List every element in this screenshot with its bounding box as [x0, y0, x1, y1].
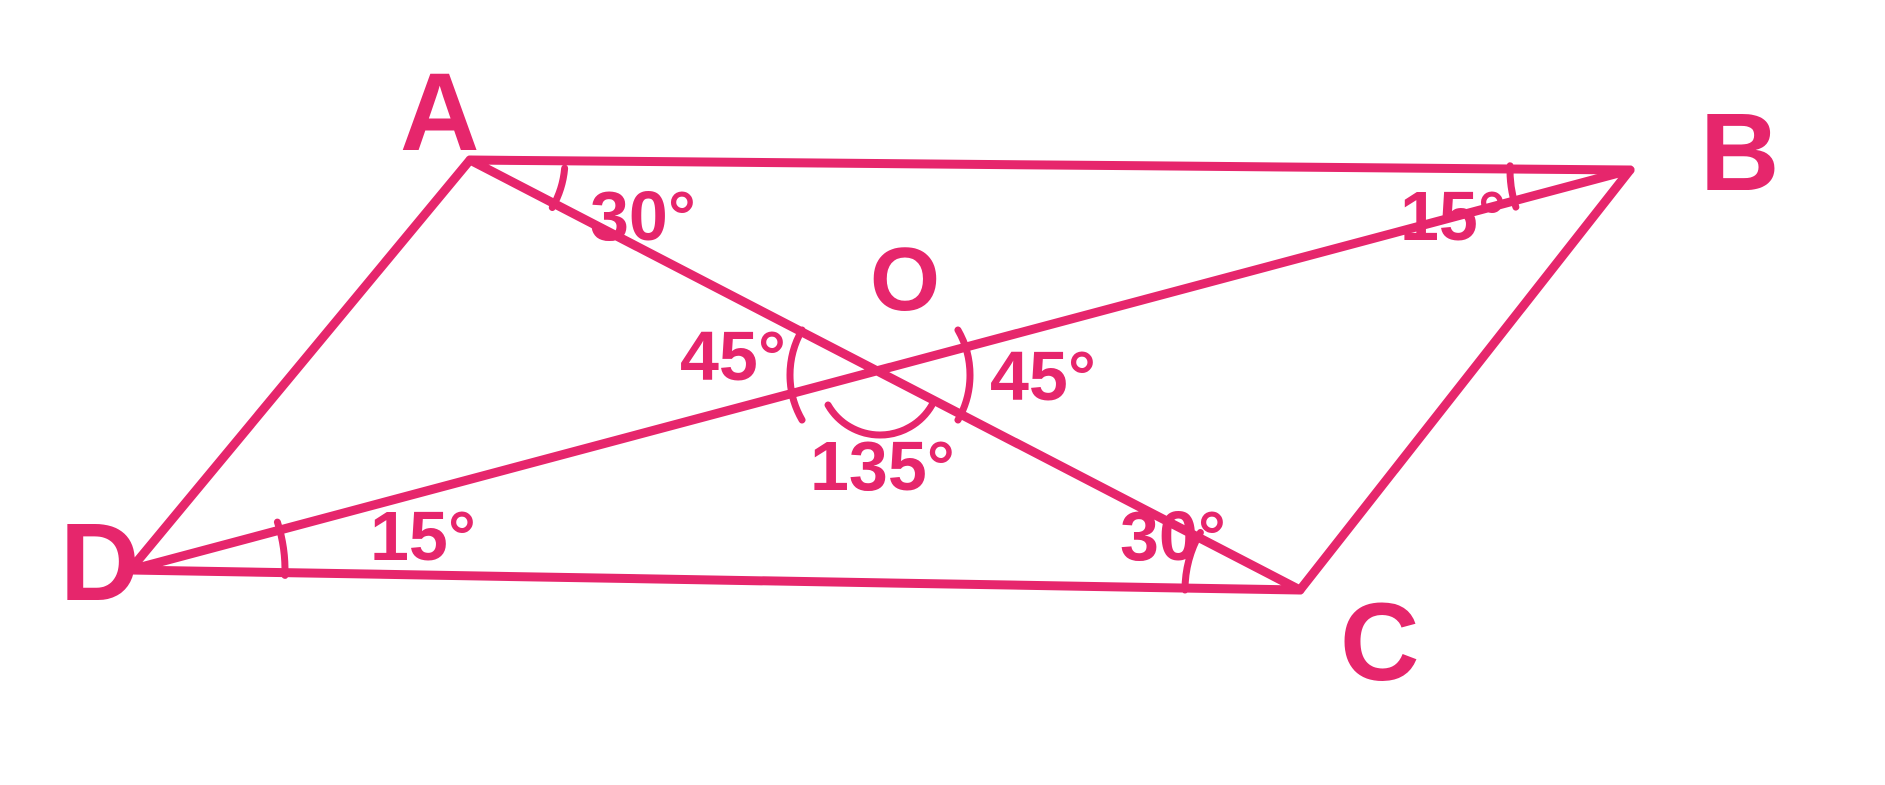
angle-label: 15°: [370, 497, 476, 575]
angle-label: 15°: [1400, 177, 1506, 255]
angle-label: 45°: [990, 337, 1096, 415]
vertex-label-c: C: [1340, 581, 1419, 704]
angle-label: 45°: [680, 317, 786, 395]
vertex-label-a: A: [400, 51, 479, 174]
angle-label: 135°: [810, 427, 955, 505]
angle-arc: [552, 168, 564, 207]
angle-label: 30°: [590, 177, 696, 255]
center-label-o: O: [870, 230, 940, 330]
angle-arc: [790, 330, 802, 420]
vertex-label-d: D: [60, 501, 139, 624]
vertex-label-b: B: [1700, 91, 1779, 214]
geometry-diagram: A B C D O 30° 15° 45° 45° 135° 15° 30°: [0, 0, 1885, 785]
angle-label: 30°: [1120, 497, 1226, 575]
